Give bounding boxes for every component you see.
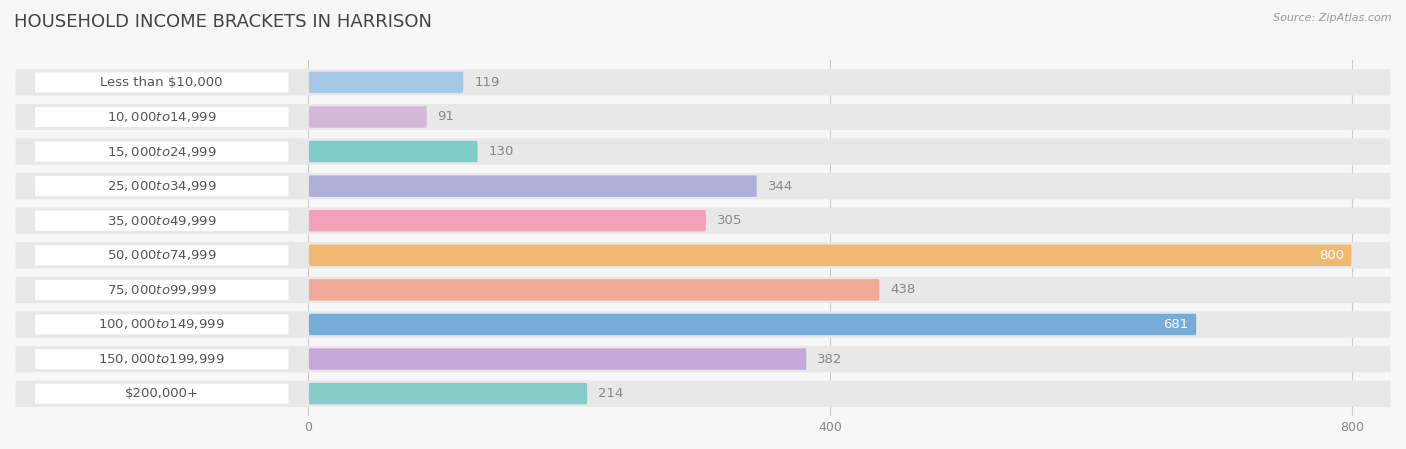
Text: $100,000 to $149,999: $100,000 to $149,999 bbox=[98, 317, 225, 331]
FancyBboxPatch shape bbox=[15, 138, 1391, 165]
Text: $35,000 to $49,999: $35,000 to $49,999 bbox=[107, 214, 217, 228]
FancyBboxPatch shape bbox=[35, 211, 288, 231]
Text: $25,000 to $34,999: $25,000 to $34,999 bbox=[107, 179, 217, 193]
Text: 438: 438 bbox=[890, 283, 915, 296]
FancyBboxPatch shape bbox=[309, 245, 1351, 266]
Text: 119: 119 bbox=[474, 76, 499, 89]
FancyBboxPatch shape bbox=[35, 383, 288, 404]
Text: $200,000+: $200,000+ bbox=[125, 387, 198, 400]
FancyBboxPatch shape bbox=[309, 348, 806, 370]
FancyBboxPatch shape bbox=[35, 72, 288, 92]
Text: HOUSEHOLD INCOME BRACKETS IN HARRISON: HOUSEHOLD INCOME BRACKETS IN HARRISON bbox=[14, 13, 432, 31]
Text: 800: 800 bbox=[1319, 249, 1344, 262]
Text: $10,000 to $14,999: $10,000 to $14,999 bbox=[107, 110, 217, 124]
FancyBboxPatch shape bbox=[309, 383, 588, 405]
Text: Source: ZipAtlas.com: Source: ZipAtlas.com bbox=[1274, 13, 1392, 23]
FancyBboxPatch shape bbox=[15, 311, 1391, 338]
Text: 382: 382 bbox=[817, 352, 842, 365]
FancyBboxPatch shape bbox=[309, 176, 756, 197]
FancyBboxPatch shape bbox=[15, 346, 1391, 372]
FancyBboxPatch shape bbox=[15, 104, 1391, 130]
FancyBboxPatch shape bbox=[309, 141, 478, 162]
FancyBboxPatch shape bbox=[35, 107, 288, 127]
Text: $15,000 to $24,999: $15,000 to $24,999 bbox=[107, 145, 217, 158]
FancyBboxPatch shape bbox=[309, 210, 706, 231]
FancyBboxPatch shape bbox=[35, 245, 288, 265]
FancyBboxPatch shape bbox=[309, 106, 427, 128]
FancyBboxPatch shape bbox=[15, 277, 1391, 303]
FancyBboxPatch shape bbox=[35, 176, 288, 196]
Text: $150,000 to $199,999: $150,000 to $199,999 bbox=[98, 352, 225, 366]
FancyBboxPatch shape bbox=[309, 72, 464, 93]
FancyBboxPatch shape bbox=[35, 280, 288, 300]
FancyBboxPatch shape bbox=[15, 242, 1391, 269]
Text: Less than $10,000: Less than $10,000 bbox=[100, 76, 224, 89]
FancyBboxPatch shape bbox=[15, 69, 1391, 96]
FancyBboxPatch shape bbox=[35, 314, 288, 335]
FancyBboxPatch shape bbox=[309, 279, 879, 301]
Text: $50,000 to $74,999: $50,000 to $74,999 bbox=[107, 248, 217, 262]
Text: 305: 305 bbox=[717, 214, 742, 227]
Text: 344: 344 bbox=[768, 180, 793, 193]
Text: $75,000 to $99,999: $75,000 to $99,999 bbox=[107, 283, 217, 297]
FancyBboxPatch shape bbox=[35, 349, 288, 369]
FancyBboxPatch shape bbox=[35, 141, 288, 162]
FancyBboxPatch shape bbox=[15, 380, 1391, 407]
FancyBboxPatch shape bbox=[15, 173, 1391, 199]
Text: 214: 214 bbox=[598, 387, 623, 400]
Text: 91: 91 bbox=[437, 110, 454, 123]
Text: 681: 681 bbox=[1164, 318, 1189, 331]
FancyBboxPatch shape bbox=[309, 314, 1197, 335]
FancyBboxPatch shape bbox=[15, 207, 1391, 234]
Text: 130: 130 bbox=[488, 145, 513, 158]
